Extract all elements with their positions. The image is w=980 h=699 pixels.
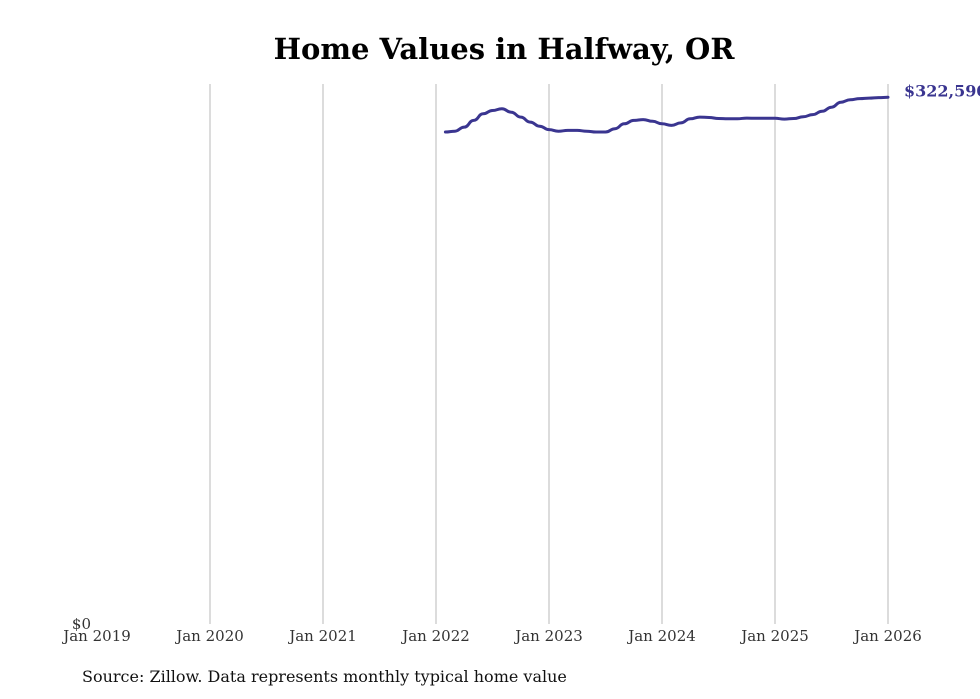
x-tick-label: Jan 2019 (61, 627, 131, 645)
x-tick-label: Jan 2025 (739, 627, 809, 645)
y-axis-ticks: $0 (72, 615, 91, 633)
x-tick-label: Jan 2023 (513, 627, 583, 645)
source-note: Source: Zillow. Data represents monthly … (82, 667, 567, 686)
x-tick-label: Jan 2022 (400, 627, 470, 645)
x-tick-label: Jan 2026 (852, 627, 922, 645)
x-tick-label: Jan 2024 (626, 627, 696, 645)
y-tick-label: $0 (72, 615, 91, 633)
series-line (443, 95, 890, 134)
chart-title: Home Values in Halfway, OR (274, 32, 736, 66)
gridlines (209, 84, 889, 624)
x-tick-label: Jan 2021 (287, 627, 357, 645)
x-axis-ticks: Jan 2019 Jan 2020 Jan 2021 Jan 2022 Jan 2023… (61, 627, 922, 645)
x-tick-label: Jan 2020 (174, 627, 244, 645)
end-value-label: $322,590 (904, 81, 980, 100)
